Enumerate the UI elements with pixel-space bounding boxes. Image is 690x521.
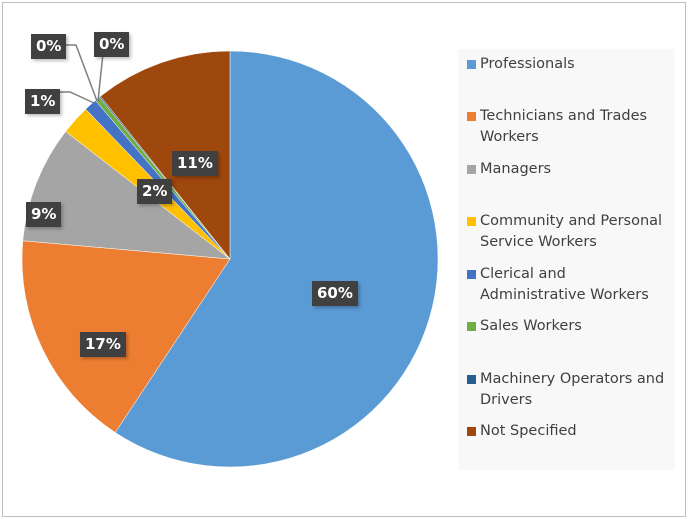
legend-label: Clerical and Administrative Workers	[480, 266, 649, 303]
legend-swatch	[467, 322, 476, 331]
legend-label: Sales Workers	[480, 318, 582, 334]
legend-label: Professionals	[480, 56, 575, 72]
legend-swatch	[467, 270, 476, 279]
legend-item: Technicians and Trades Workers	[467, 106, 675, 148]
leader-line-clerical	[56, 91, 95, 104]
legend-label: Not Specified	[480, 423, 577, 439]
data-label-2: 9%	[26, 202, 62, 227]
legend-item: Not Specified	[467, 421, 675, 442]
legend-swatch	[467, 427, 476, 436]
legend-item: Professionals	[467, 54, 675, 75]
data-label-7: 11%	[172, 151, 218, 176]
legend-item: Managers	[467, 159, 675, 180]
pie-slice-2	[22, 131, 231, 260]
legend-swatch	[467, 375, 476, 384]
pie-slice-1	[21, 240, 231, 433]
legend-item: Machinery Operators and Drivers	[467, 369, 675, 411]
legend-item: Sales Workers	[467, 316, 675, 337]
leader-line-sales	[66, 44, 98, 102]
legend-label: Machinery Operators and Drivers	[480, 371, 665, 408]
legend-swatch	[467, 60, 476, 69]
legend: Professionals Technicians and Trades Work…	[458, 49, 675, 470]
pie-slice-7	[100, 50, 231, 260]
data-label-4: 1%	[25, 89, 61, 114]
chart-frame	[2, 2, 686, 517]
legend-label: Community and Personal Service Workers	[480, 213, 663, 250]
pie-slice-0	[114, 50, 439, 468]
legend-item: Clerical and Administrative Workers	[467, 264, 675, 306]
data-label-1: 17%	[80, 332, 126, 357]
legend-swatch	[467, 217, 476, 226]
legend-swatch	[467, 165, 476, 174]
data-label-0: 60%	[312, 281, 358, 306]
legend-swatch	[467, 112, 476, 121]
legend-label: Technicians and Trades Workers	[480, 108, 648, 145]
data-label-5: 0%	[31, 34, 67, 59]
legend-label: Managers	[480, 161, 552, 177]
data-label-6: 0%	[94, 32, 130, 57]
data-label-3: 2%	[137, 179, 173, 204]
legend-item: Community and Personal Service Workers	[467, 211, 675, 253]
